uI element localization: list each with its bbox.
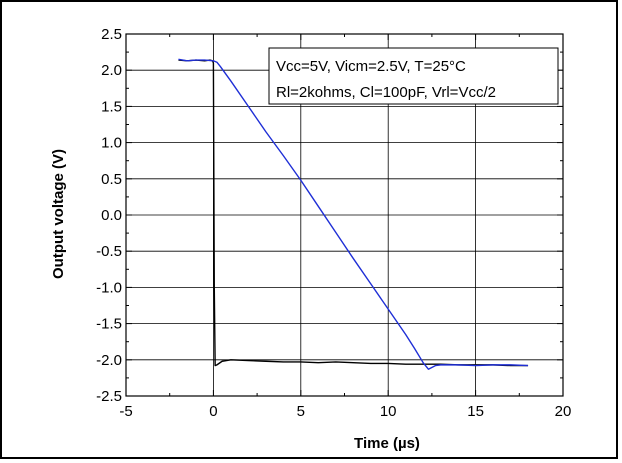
- y-axis-title: Output voltage (V): [50, 149, 67, 279]
- ticks: [125, 33, 564, 397]
- y-tick-label: -1.5: [96, 316, 122, 333]
- x-tick-label: 0: [209, 403, 217, 420]
- series-layer: [178, 58, 529, 370]
- x-axis-title: Time (µs): [354, 435, 420, 452]
- x-tick-label: 15: [467, 403, 484, 420]
- legend-line-2: Rl=2kohms, Cl=100pF, Vrl=Vcc/2: [276, 84, 496, 101]
- y-tick-label: 0.0: [101, 207, 122, 224]
- x-tick-label: 5: [297, 403, 305, 420]
- series-line-2: [178, 58, 529, 370]
- y-tick-label: -0.5: [96, 243, 122, 260]
- y-tick-label: 1.0: [101, 135, 122, 152]
- x-tick-label: 10: [380, 403, 397, 420]
- x-tick-label: 20: [555, 403, 572, 420]
- legend-line-1: Vcc=5V, Vicm=2.5V, T=25°C: [276, 58, 466, 75]
- y-tick-label: 2.5: [101, 26, 122, 43]
- y-tick-label: 1.5: [101, 98, 122, 115]
- tick-labels: -5 0 5 10 15 20 2.5 2.0 1.5 1.0 0.5 0.0 -0.5 -1.0 -1.5…: [96, 26, 571, 420]
- y-tick-label: 2.0: [101, 62, 122, 79]
- x-tick-label: -5: [119, 403, 132, 420]
- y-tick-label: -2.5: [96, 388, 122, 405]
- legend-box: Vcc=5V, Vicm=2.5V, T=25°C Rl=2kohms, Cl=…: [268, 47, 559, 105]
- y-tick-label: -1.0: [96, 279, 122, 296]
- y-tick-label: 0.5: [101, 171, 122, 188]
- y-tick-label: -2.0: [96, 352, 122, 369]
